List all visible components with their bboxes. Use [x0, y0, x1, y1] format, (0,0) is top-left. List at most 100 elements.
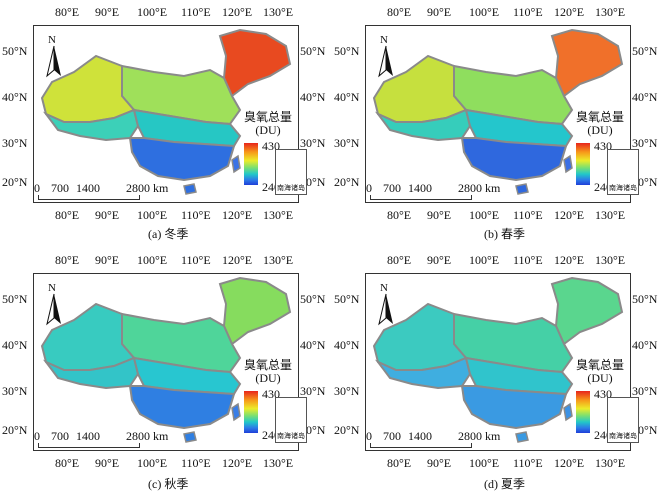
- lon-label-bottom: 110°E: [181, 456, 211, 470]
- map-frame: [33, 25, 299, 203]
- china-ozone-map: [372, 28, 624, 195]
- scale-tick: 1400: [408, 429, 432, 443]
- legend-colorbar: [576, 391, 590, 433]
- map-region-center: [464, 356, 574, 396]
- legend-title-line1: 臭氧总量: [576, 110, 625, 124]
- lat-label-right: 30°N: [300, 136, 326, 150]
- south-china-sea-inset: 南海诸岛: [275, 149, 307, 195]
- lon-label-top: 120°E: [554, 253, 585, 267]
- scale-tick: 700: [383, 181, 401, 195]
- lon-label-top: 120°E: [554, 5, 585, 19]
- lon-label-top: 130°E: [595, 5, 626, 19]
- lat-label-right: 50°N: [632, 44, 658, 58]
- scale-bar: [38, 443, 140, 448]
- lon-label-top: 100°E: [137, 5, 168, 19]
- lon-label-top: 100°E: [469, 5, 500, 19]
- legend-title-line2: (DU): [255, 371, 281, 385]
- lat-label-left: 30°N: [334, 384, 360, 398]
- lon-label-bottom: 80°E: [55, 208, 80, 222]
- map-region-taiwan: [231, 154, 241, 174]
- legend-title: 臭氧总量 (DU): [244, 359, 292, 385]
- lat-label-left: 20°N: [2, 175, 28, 189]
- north-arrow-letter: N: [380, 34, 388, 46]
- map-region-center: [132, 356, 242, 396]
- map-region-taiwan: [231, 402, 241, 422]
- scale-tick: 0: [34, 181, 40, 195]
- lat-label-left: 30°N: [334, 136, 360, 150]
- map-region-south: [460, 137, 568, 182]
- scale-tick: 2800 km: [126, 181, 169, 195]
- legend-title-line2: (DU): [587, 123, 613, 137]
- scale-tick: 700: [383, 429, 401, 443]
- lon-label-bottom: 80°E: [55, 456, 80, 470]
- scale-tick: 700: [51, 429, 69, 443]
- north-arrow-letter: N: [380, 282, 388, 294]
- inset-label: 南海诸岛: [277, 184, 305, 192]
- legend-colorbar: [244, 143, 258, 185]
- map-region-center: [132, 108, 242, 148]
- map-region-south: [460, 385, 568, 430]
- lon-label-top: 90°E: [95, 253, 120, 267]
- inset-label: 南海诸岛: [609, 432, 637, 440]
- legend-title-line1: 臭氧总量: [244, 110, 293, 124]
- lon-label-top: 130°E: [263, 253, 294, 267]
- lat-label-right: 40°N: [300, 90, 326, 104]
- panel-caption: (d) 夏季: [484, 477, 525, 491]
- south-china-sea-inset: 南海诸岛: [607, 397, 639, 443]
- lon-label-bottom: 100°E: [469, 456, 500, 470]
- south-china-sea-inset: 南海诸岛: [275, 397, 307, 443]
- lat-label-left: 50°N: [2, 292, 28, 306]
- lon-label-bottom: 80°E: [387, 208, 412, 222]
- lon-label-bottom: 130°E: [595, 456, 626, 470]
- lon-label-top: 90°E: [427, 5, 452, 19]
- lat-label-right: 30°N: [300, 384, 326, 398]
- lat-label-left: 40°N: [2, 90, 28, 104]
- map-region-center: [464, 108, 574, 148]
- lat-label-left: 40°N: [2, 338, 28, 352]
- north-arrow-letter: N: [48, 282, 56, 294]
- map-region-taiwan: [563, 402, 573, 422]
- lat-label-left: 20°N: [2, 423, 28, 437]
- map-region-hainan: [515, 183, 529, 195]
- map-panel-b: 80°E 90°E 100°E 110°E 120°E 130°E 80°E 9…: [332, 0, 664, 248]
- map-panel-c: 80°E 90°E 100°E 110°E 120°E 130°E 80°E 9…: [0, 248, 330, 498]
- map-region-northeast: [218, 276, 292, 346]
- lon-label-top: 80°E: [387, 5, 412, 19]
- lon-label-top: 90°E: [95, 5, 120, 19]
- scale-tick: 0: [366, 181, 372, 195]
- lon-label-bottom: 100°E: [137, 456, 168, 470]
- map-region-northeast: [218, 28, 292, 98]
- scale-tick: 0: [366, 429, 372, 443]
- lon-label-top: 80°E: [55, 253, 80, 267]
- map-region-south: [128, 137, 236, 182]
- map-panel-a: 80°E 90°E 100°E 110°E 120°E 130°E 80°E 9…: [0, 0, 330, 248]
- lon-label-bottom: 100°E: [137, 208, 168, 222]
- map-frame: [365, 273, 631, 451]
- lat-label-left: 20°N: [334, 175, 360, 189]
- lon-label-bottom: 80°E: [387, 456, 412, 470]
- lon-label-top: 110°E: [513, 253, 543, 267]
- lat-label-right: 50°N: [300, 292, 326, 306]
- lat-label-left: 50°N: [334, 292, 360, 306]
- scale-tick: 1400: [76, 181, 100, 195]
- legend-title-line1: 臭氧总量: [244, 358, 293, 372]
- north-arrow-letter: N: [48, 34, 56, 46]
- panel-caption: (b) 春季: [484, 227, 525, 241]
- lat-label-left: 30°N: [2, 384, 28, 398]
- lat-label-left: 20°N: [334, 423, 360, 437]
- lon-label-top: 100°E: [469, 253, 500, 267]
- lat-label-left: 50°N: [334, 44, 360, 58]
- legend-colorbar: [244, 391, 258, 433]
- china-ozone-map: [40, 276, 292, 443]
- lon-label-bottom: 90°E: [427, 456, 452, 470]
- lon-label-top: 110°E: [181, 253, 211, 267]
- scale-tick: 1400: [408, 181, 432, 195]
- lon-label-top: 130°E: [595, 253, 626, 267]
- lat-label-left: 40°N: [334, 90, 360, 104]
- legend-title-line1: 臭氧总量: [576, 358, 625, 372]
- scale-bar: [370, 195, 472, 200]
- lon-label-top: 90°E: [427, 253, 452, 267]
- lon-label-top: 110°E: [181, 5, 211, 19]
- legend-title: 臭氧总量 (DU): [576, 359, 624, 385]
- lon-label-bottom: 110°E: [513, 456, 543, 470]
